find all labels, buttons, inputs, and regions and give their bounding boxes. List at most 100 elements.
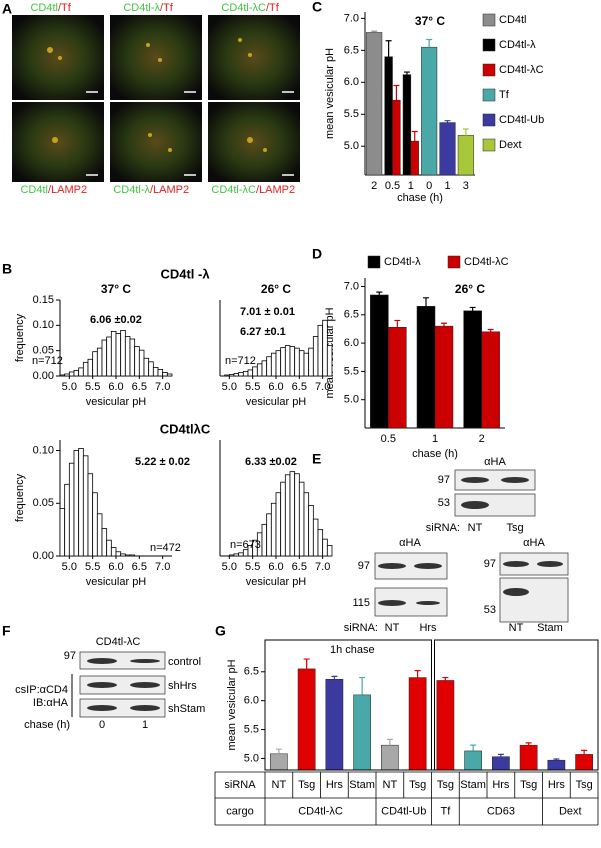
legend-swatch (482, 38, 496, 52)
histogram-bar (224, 374, 230, 377)
error-bar (376, 291, 383, 295)
histogram-bar (238, 552, 244, 557)
bar (410, 140, 419, 176)
label-green: CD4tl (30, 2, 58, 14)
bar (416, 306, 436, 429)
histogram-bar (92, 351, 98, 377)
mw-marker: 53 (484, 604, 496, 616)
cargo-label: CD4tl-Ub (381, 805, 426, 817)
bar (392, 99, 401, 176)
error-bar (426, 38, 433, 48)
histogram-bar (298, 481, 305, 557)
error-bar (487, 328, 494, 332)
error-bar (275, 748, 282, 754)
sirna-label: siRNA: (344, 622, 378, 634)
x-tick-label: Tsg (576, 779, 593, 791)
row-label: control (168, 656, 201, 668)
chart-title: 37° C (101, 282, 131, 296)
x-tick-label: 1 (408, 180, 414, 192)
x-tick-label: Hrs (548, 779, 566, 791)
histogram-bar (73, 370, 80, 377)
histogram-bar (101, 528, 108, 557)
error-bar (403, 71, 410, 75)
histogram-bar (96, 513, 103, 557)
lane-label: 0 (99, 719, 105, 731)
legend-swatch (482, 63, 496, 77)
label-green: CD4tl-λ (113, 184, 150, 196)
panel-letter: E (312, 451, 321, 467)
cargo-label: CD4tl-λC (298, 805, 343, 817)
error-bar (470, 744, 477, 751)
blot (499, 577, 569, 623)
legend-label: Dext (499, 139, 522, 151)
histogram-bar (294, 347, 300, 377)
lane-label: Hrs (419, 622, 437, 634)
error-bar (385, 40, 392, 57)
puncta (47, 38, 267, 152)
band (87, 658, 117, 664)
y-tick-label: 6.0 (344, 337, 359, 349)
x-tick-label: NT (383, 779, 398, 791)
label-green: CD4tl-λC (211, 184, 256, 196)
histogram-bar (289, 471, 296, 557)
chart-title: 26° C (261, 282, 291, 296)
panel-letter: G (215, 623, 226, 639)
western-blots (374, 469, 569, 623)
x-label: chase (h) (24, 719, 70, 731)
band (503, 561, 529, 567)
histogram-bar (228, 554, 235, 557)
error-bar (393, 84, 400, 101)
histogram-bar (129, 554, 136, 557)
side-label: IB:αHA (33, 697, 69, 709)
band (130, 682, 160, 688)
band (414, 563, 442, 569)
bar (463, 310, 482, 429)
x-tick-label: 5.5 (245, 561, 260, 573)
y-axis-label: frequency (14, 313, 26, 362)
annotation: n=472 (150, 542, 181, 554)
row-header: siRNA (224, 779, 256, 791)
legend-label: CD4tl-λC (464, 256, 509, 268)
x-tick-label: 6.0 (108, 561, 123, 573)
y-tick-label: 6.5 (344, 309, 359, 321)
histogram-bar (312, 518, 319, 557)
histogram-bar (120, 329, 126, 377)
blot (79, 651, 166, 670)
histogram-bar (261, 523, 268, 557)
x-axis-label: chase (h) (412, 448, 458, 460)
histogram-bar (152, 366, 159, 377)
annotation: 6.33 ±0.02 (245, 456, 297, 468)
histogram-bar (124, 336, 131, 377)
lane-label: NT (509, 622, 524, 634)
bar (439, 122, 456, 176)
y-tick-label: 5.5 (344, 365, 359, 377)
histogram-bar (59, 508, 66, 557)
x-tick-label: 5.0 (222, 381, 237, 393)
x-tick-label: 7.0 (315, 561, 330, 573)
histogram-bar (289, 346, 296, 377)
x-tick-label: 6.0 (268, 561, 283, 573)
x-tick-label: Stam (349, 779, 375, 791)
label-green: CD4tl-λ (123, 2, 160, 14)
histogram-bar (73, 450, 80, 557)
x-tick-label: Stam (460, 779, 486, 791)
y-tick-label: 5.5 (344, 108, 359, 120)
side-label: csIP:αCD4 (15, 684, 68, 696)
lane-label: NT (468, 522, 483, 534)
plot-frame (264, 639, 432, 771)
x-tick-label: Hrs (492, 779, 510, 791)
error-bar (371, 30, 378, 33)
histogram-bar (298, 350, 305, 377)
band (416, 601, 440, 605)
micrograph (208, 15, 300, 100)
y-tick-label: 0.05 (33, 345, 54, 357)
bar (434, 325, 454, 429)
histogram-bar (148, 361, 154, 377)
histogram-bar (120, 553, 126, 557)
lane-label: NT (385, 622, 400, 634)
histogram-bar (78, 448, 84, 557)
annotation: n=712 (32, 355, 63, 367)
histogram-bar (256, 363, 263, 377)
x-tick-label: 7.0 (155, 381, 170, 393)
